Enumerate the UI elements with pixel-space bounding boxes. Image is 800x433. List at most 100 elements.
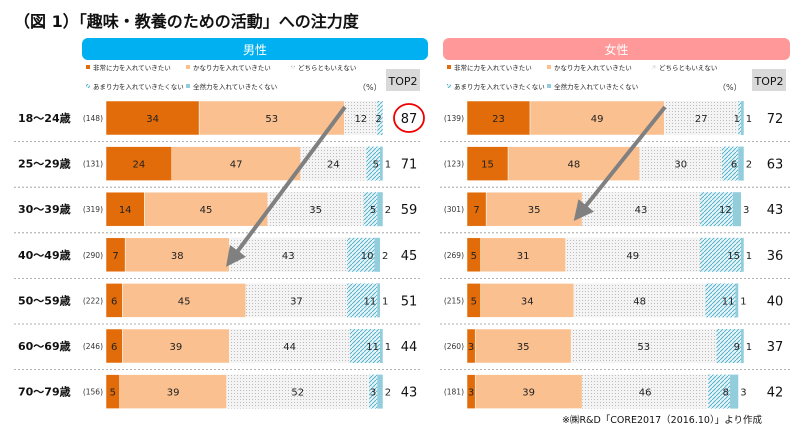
data-label: 5 xyxy=(471,251,477,262)
data-label: 1 xyxy=(382,296,388,307)
data-label: 24 xyxy=(133,160,146,171)
data-label: 7 xyxy=(473,205,479,216)
category-label: 30～39歳 xyxy=(18,202,71,216)
data-label: 8 xyxy=(723,388,729,399)
data-label: 1 xyxy=(740,296,746,307)
sample-size: (260) xyxy=(444,342,464,351)
category-label: 70～79歳 xyxy=(18,385,71,399)
legend-swatch xyxy=(652,65,656,69)
data-label: 1 xyxy=(385,342,391,353)
bar-segment xyxy=(573,283,706,318)
bar-segment xyxy=(466,100,531,136)
data-label: 43 xyxy=(635,205,648,216)
sample-size: (215) xyxy=(444,296,464,305)
bar-segment xyxy=(380,146,383,181)
bar-segment xyxy=(122,328,230,364)
panel-title: 男性 xyxy=(243,43,267,57)
unit-label: （%） xyxy=(718,83,742,92)
data-label: 3 xyxy=(743,205,749,216)
bar-segment xyxy=(699,237,741,272)
bar-segment xyxy=(735,283,739,318)
bar-segment xyxy=(366,146,380,181)
data-label: 48 xyxy=(633,296,646,307)
data-label: 1 xyxy=(385,160,391,171)
bar-segment xyxy=(226,374,370,409)
top2-value: 87 xyxy=(401,112,418,127)
bar-segment xyxy=(485,191,583,227)
top2-highlight-circle xyxy=(393,103,425,133)
data-label: 2 xyxy=(385,205,391,216)
bar-segment xyxy=(245,283,348,318)
source-footnote: ※㈱R&D「CORE2017（2016.10）」より作成 xyxy=(562,415,763,426)
category-label: 60～69歳 xyxy=(18,339,71,353)
bar-segment xyxy=(344,101,378,135)
bar-segment xyxy=(466,146,509,181)
data-label: 6 xyxy=(731,160,737,171)
data-label: 53 xyxy=(265,114,278,125)
data-label: 1 xyxy=(746,342,752,353)
bar-segment xyxy=(369,374,378,409)
top2-value: 44 xyxy=(401,340,418,355)
data-label: 48 xyxy=(567,160,580,171)
legend-swatch xyxy=(547,84,551,88)
sample-size: (181) xyxy=(444,388,464,397)
data-label: 47 xyxy=(230,160,243,171)
data-label: 3 xyxy=(370,388,376,399)
data-label: 2 xyxy=(746,160,752,171)
bar-segment xyxy=(582,192,700,227)
data-label: 35 xyxy=(309,205,322,216)
bar-segment xyxy=(229,237,348,272)
bar-segment xyxy=(480,237,566,273)
data-label: 2 xyxy=(382,251,388,262)
category-label: 25～29歳 xyxy=(18,157,71,171)
top2-header-box xyxy=(752,69,786,91)
data-label: 49 xyxy=(591,114,604,125)
bar-segment xyxy=(105,100,200,136)
data-label: 45 xyxy=(178,296,191,307)
bar-segment xyxy=(741,237,744,272)
bar-segment xyxy=(229,329,350,363)
bar-segment xyxy=(738,146,744,181)
sample-size: (301) xyxy=(444,205,464,214)
legend-label: あまり力を入れていきたくない xyxy=(93,82,184,91)
data-label: 35 xyxy=(517,342,530,353)
bar-segment xyxy=(474,374,583,409)
sample-size: (222) xyxy=(83,296,103,305)
data-label: 5 xyxy=(471,296,477,307)
data-label: 14 xyxy=(119,205,132,216)
top2-value: 63 xyxy=(767,158,784,173)
sample-size: (156) xyxy=(83,388,103,397)
panel-header xyxy=(443,38,790,60)
data-label: 12 xyxy=(719,205,732,216)
data-label: 3 xyxy=(740,388,746,399)
data-label: 1 xyxy=(746,114,752,125)
data-label: 9 xyxy=(734,342,740,353)
trend-arrow xyxy=(573,105,667,222)
bar-segment xyxy=(105,191,145,227)
data-label: 7 xyxy=(112,251,118,262)
data-label: 34 xyxy=(521,296,534,307)
data-label: 49 xyxy=(626,251,639,262)
legend-label: どちらともいえない xyxy=(298,64,356,72)
top2-value: 71 xyxy=(401,158,418,173)
data-label: 39 xyxy=(522,388,535,399)
top2-header: TOP2 xyxy=(753,75,783,88)
legend-label: 全然力を入れていきたくない xyxy=(193,82,277,91)
data-label: 2 xyxy=(375,114,381,125)
top2-value: 45 xyxy=(401,249,418,264)
data-label: 3 xyxy=(468,388,474,399)
bar-segment xyxy=(699,192,733,227)
legend-label: 全然力を入れていきたくない xyxy=(554,82,638,91)
legend-label: かなり力を入れていきたい xyxy=(554,63,632,72)
bar-segment xyxy=(377,283,380,318)
data-label: 27 xyxy=(695,114,708,125)
data-label: 39 xyxy=(170,342,183,353)
bar-segment xyxy=(380,329,383,363)
bar-segment xyxy=(377,374,383,409)
data-label: 44 xyxy=(283,342,296,353)
top2-value: 43 xyxy=(401,386,418,401)
trend-arrow xyxy=(226,105,347,267)
bar-segment xyxy=(349,329,380,363)
bar-segment xyxy=(741,101,744,135)
